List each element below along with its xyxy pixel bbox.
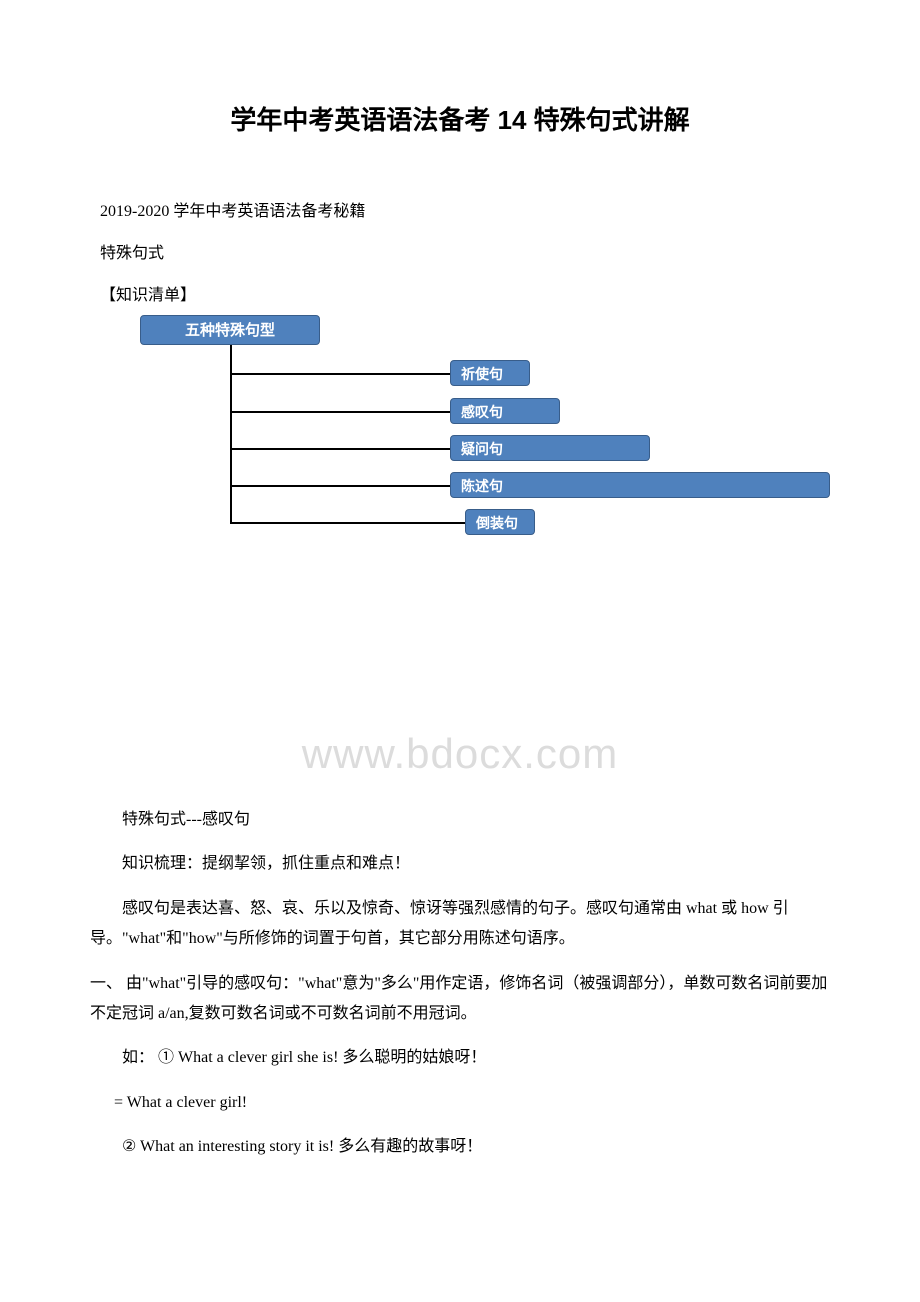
subtitle-line-3: 【知识清单】 — [100, 281, 830, 305]
tree-diagram: 五种特殊句型 祈使句感叹句疑问句陈述句倒装句 — [140, 315, 830, 565]
example-1: 如： ① What a clever girl she is! 多么聪明的姑娘呀… — [90, 1043, 830, 1073]
diagram-branch-node: 感叹句 — [450, 398, 560, 424]
watermark-text: www.bdocx.com — [302, 730, 618, 778]
subtitle-line-1: 2019-2020 学年中考英语语法备考秘籍 — [100, 197, 830, 221]
diagram-branch-node: 祈使句 — [450, 360, 530, 386]
paragraph-2: 一、 由"what"引导的感叹句："what"意为"多么"用作定语，修饰名词（被… — [90, 969, 830, 1030]
connector-horizontal — [230, 373, 450, 375]
diagram-branch-node: 陈述句 — [450, 472, 830, 498]
diagram-branch-node: 倒装句 — [465, 509, 535, 535]
example-label: 如： — [122, 1049, 154, 1066]
page-title: 学年中考英语语法备考 14 特殊句式讲解 — [90, 100, 830, 137]
diagram-root-node: 五种特殊句型 — [140, 315, 320, 345]
connector-horizontal — [230, 522, 465, 524]
connector-vertical — [230, 345, 232, 522]
section-intro: 知识梳理：提纲挈领，抓住重点和难点！ — [90, 849, 830, 879]
diagram-branch-node: 疑问句 — [450, 435, 650, 461]
subtitle-line-2: 特殊句式 — [100, 239, 830, 263]
connector-horizontal — [230, 448, 450, 450]
content-body: 特殊句式---感叹句 知识梳理：提纲挈领，抓住重点和难点！ 感叹句是表达喜、怒、… — [90, 805, 830, 1163]
connector-horizontal — [230, 411, 450, 413]
section-title: 特殊句式---感叹句 — [90, 805, 830, 835]
paragraph-1: 感叹句是表达喜、怒、哀、乐以及惊奇、惊讶等强烈感情的句子。感叹句通常由 what… — [90, 894, 830, 955]
connector-horizontal — [230, 485, 450, 487]
example-1-text: ① What a clever girl she is! 多么聪明的姑娘呀！ — [158, 1049, 486, 1066]
example-1b: = What a clever girl! — [114, 1088, 830, 1118]
example-2: ② What an interesting story it is! 多么有趣的… — [90, 1132, 830, 1162]
